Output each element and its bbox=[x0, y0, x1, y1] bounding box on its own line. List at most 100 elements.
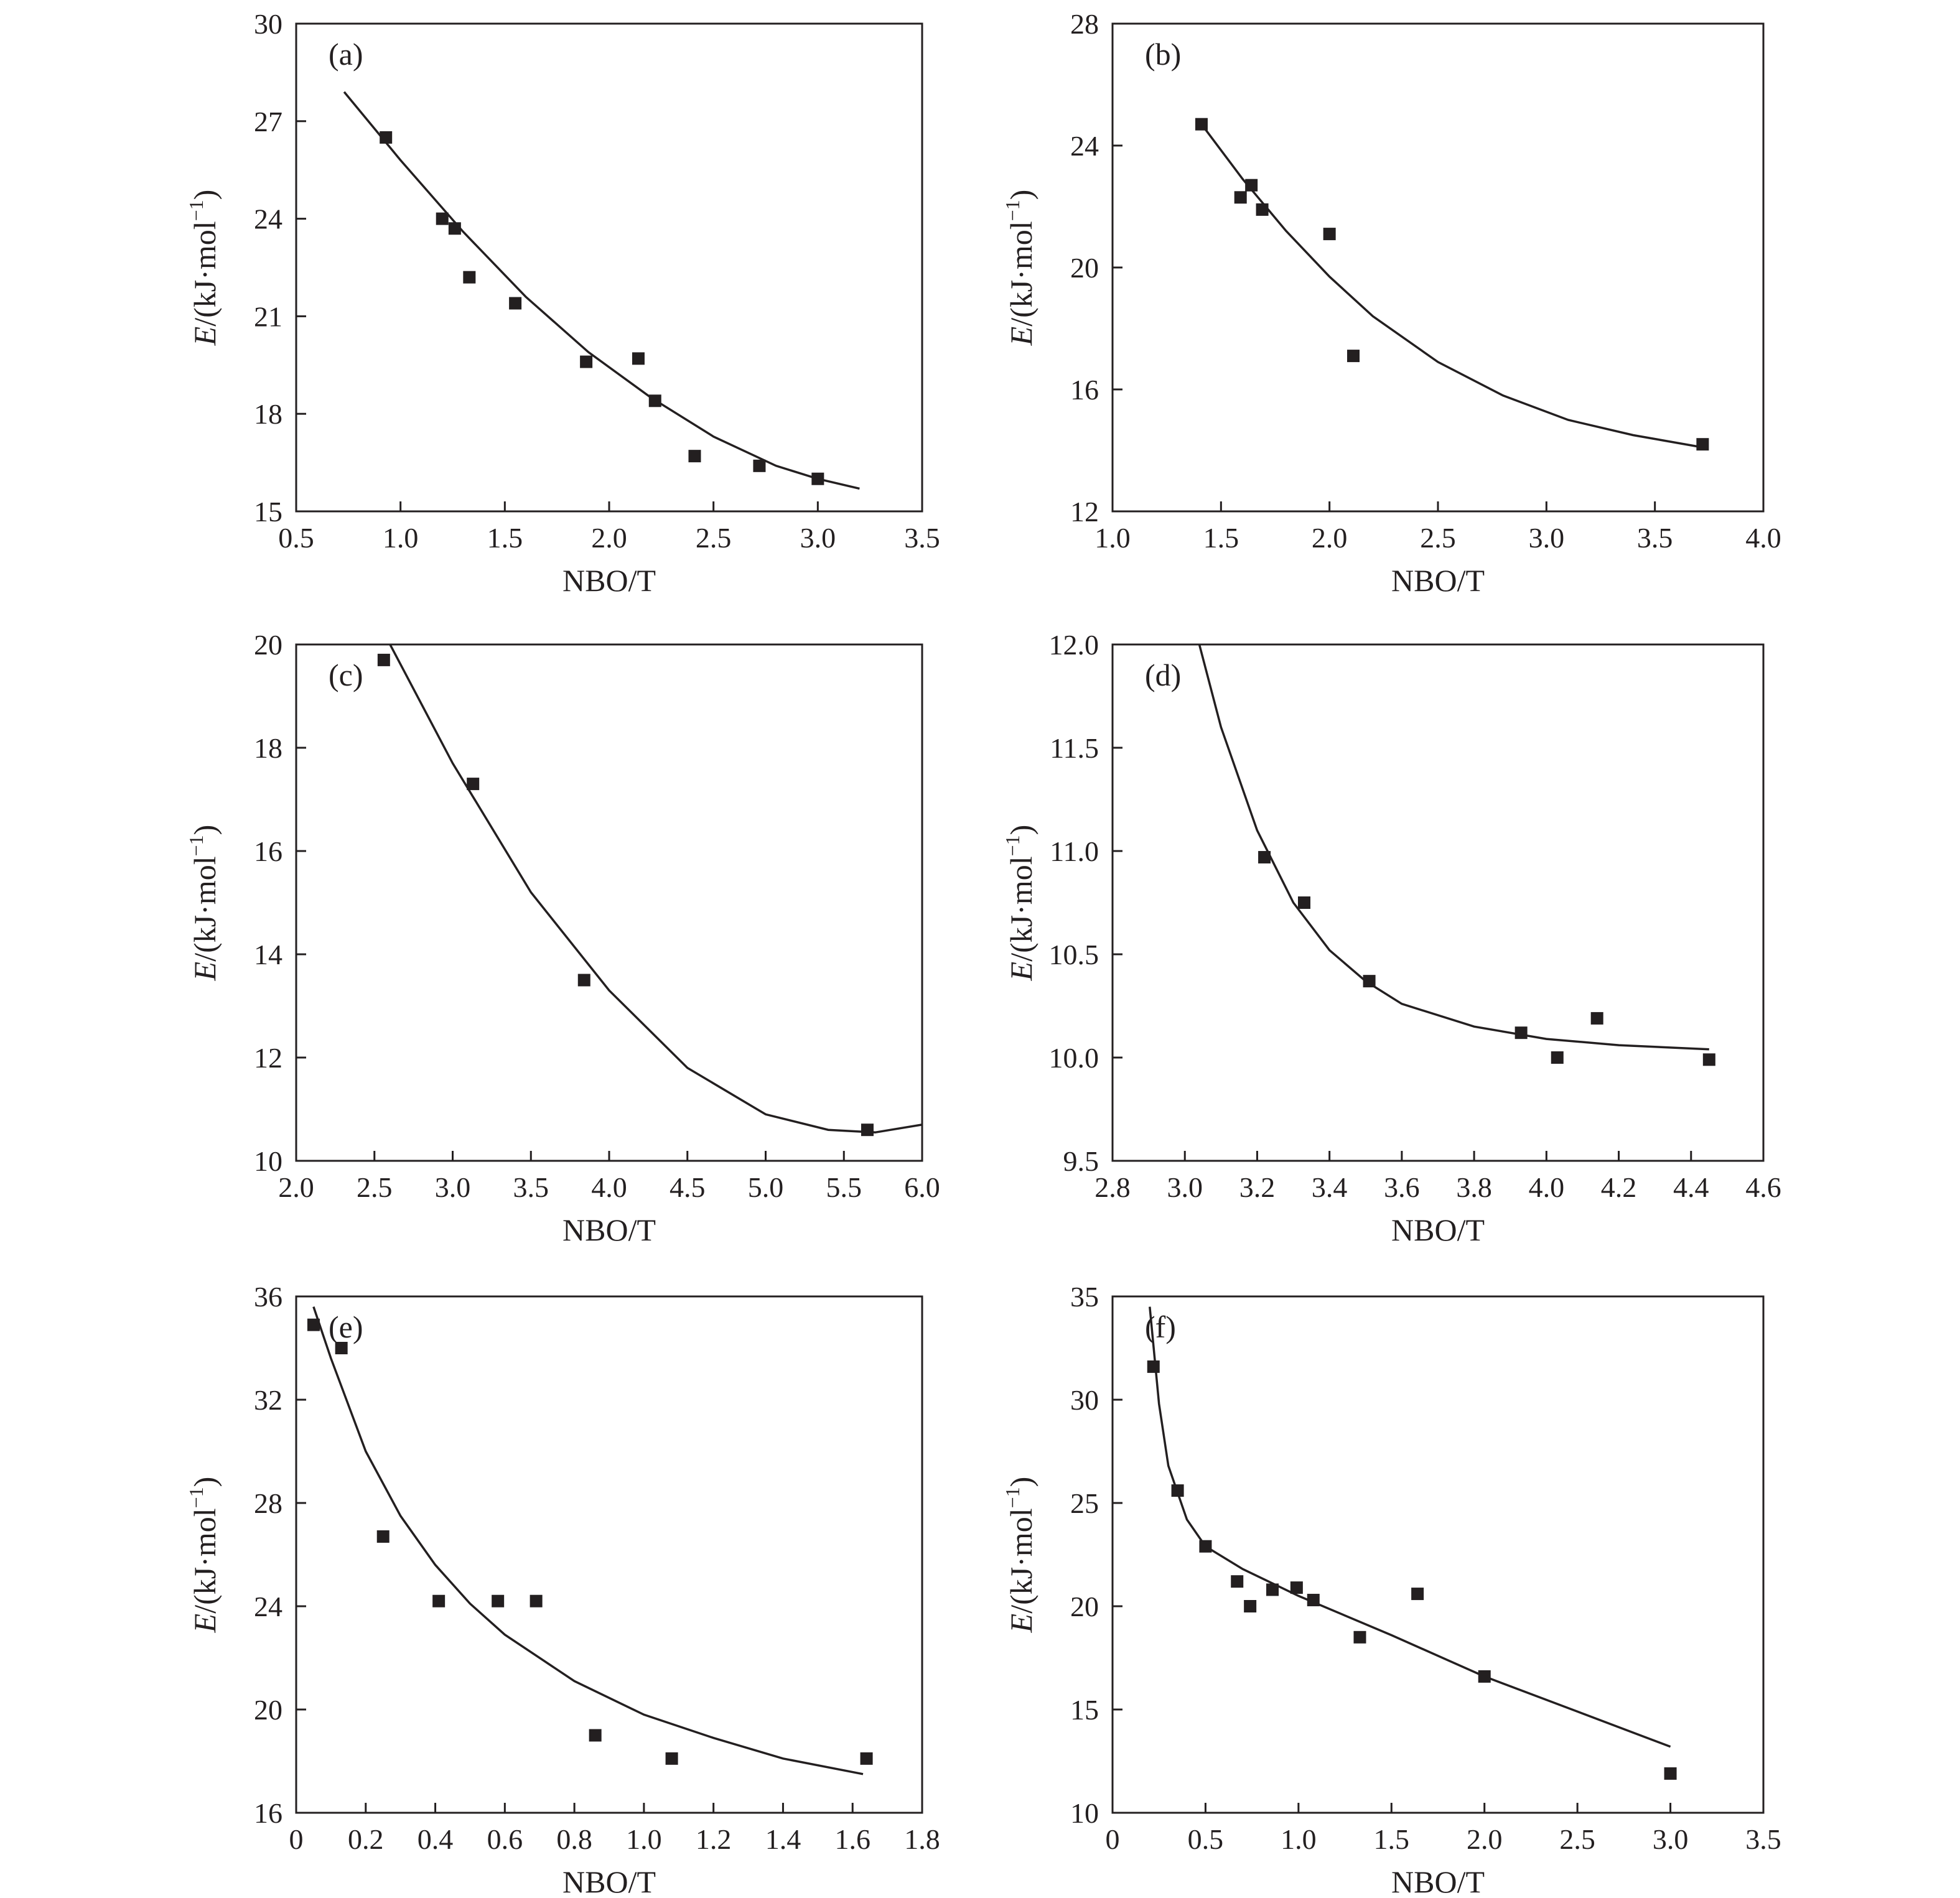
panel-f-x-tick-label: 3.5 bbox=[1745, 1823, 1781, 1855]
panel-b-y-tick-label: 20 bbox=[1070, 252, 1099, 284]
panel-d-x-tick-label: 3.4 bbox=[1312, 1171, 1348, 1203]
panel-f-data-point bbox=[1353, 1631, 1366, 1644]
panel-c-x-axis-title: NBO/T bbox=[562, 1212, 656, 1247]
panel-c-y-tick-label: 16 bbox=[254, 835, 282, 867]
panel-f-data-point bbox=[1171, 1484, 1184, 1497]
panel-a-y-tick-label: 18 bbox=[254, 398, 282, 430]
panel-f-data-point bbox=[1244, 1600, 1257, 1612]
panel-c-x-tick-label: 2.5 bbox=[357, 1171, 393, 1203]
panel-a-data-point bbox=[463, 271, 476, 284]
panel-f-data-point bbox=[1664, 1767, 1677, 1780]
panel-a-data-point bbox=[509, 297, 522, 310]
panel-d-x-tick-label: 3.0 bbox=[1167, 1171, 1203, 1203]
panel-f-y-tick-label: 10 bbox=[1070, 1797, 1099, 1829]
panel-f-fit-curve bbox=[1149, 1306, 1671, 1748]
panel-a-x-axis-title: NBO/T bbox=[562, 563, 656, 598]
panel-a-x-tick-label: 1.5 bbox=[487, 522, 523, 554]
y-axis-title-unit: /(kJ·mol bbox=[1004, 221, 1038, 326]
panel-e-data-point bbox=[530, 1594, 543, 1607]
panel-b-x-tick-label: 3.0 bbox=[1529, 522, 1565, 554]
panel-c-x-tick-label: 4.0 bbox=[591, 1171, 627, 1203]
panel-a-data-point bbox=[448, 222, 461, 235]
panel-e-x-axis-title: NBO/T bbox=[562, 1864, 656, 1898]
panel-a-x-tick-label: 2.0 bbox=[591, 522, 627, 554]
panel-c-data-point bbox=[377, 653, 390, 666]
panel-c-x-tick-label: 6.0 bbox=[904, 1171, 940, 1203]
panel-a-data-point bbox=[753, 459, 766, 472]
panel-a-x-tick-label: 1.0 bbox=[383, 522, 419, 554]
panel-c-y-tick-label: 10 bbox=[254, 1145, 282, 1177]
panel-b-x-tick-label: 2.5 bbox=[1420, 522, 1456, 554]
panel-b-data-point bbox=[1234, 191, 1247, 204]
panel-c-y-tick-label: 20 bbox=[254, 629, 282, 661]
panel-d-panel-label: (d) bbox=[1145, 658, 1181, 692]
panel-f-x-tick-label: 0 bbox=[1106, 1823, 1120, 1855]
panel-c-x-tick-label: 5.0 bbox=[748, 1171, 784, 1203]
y-axis-title-unit: /(kJ·mol bbox=[187, 1508, 222, 1613]
panel-b-y-tick-label: 16 bbox=[1070, 374, 1099, 406]
y-axis-title-close: ) bbox=[1004, 1477, 1038, 1487]
panel-e-panel-label: (e) bbox=[329, 1310, 363, 1344]
panel-e-data-point bbox=[376, 1530, 390, 1543]
y-axis-title-unit: /(kJ·mol bbox=[187, 221, 222, 326]
panel-e-x-tick-label: 1.0 bbox=[626, 1823, 662, 1855]
panel-e-x-tick-label: 0 bbox=[289, 1823, 304, 1855]
panel-e-x-tick-label: 1.6 bbox=[834, 1823, 870, 1855]
panel-b-x-tick-label: 2.0 bbox=[1312, 522, 1348, 554]
panel-e-y-tick-label: 20 bbox=[254, 1694, 282, 1726]
panel-d-data-point bbox=[1590, 1012, 1603, 1025]
panel-e-x-tick-label: 1.4 bbox=[765, 1823, 801, 1855]
panel-c-data-point bbox=[861, 1123, 874, 1137]
panel-b-y-tick-label: 28 bbox=[1070, 8, 1099, 40]
panel-f-y-tick-label: 30 bbox=[1070, 1384, 1099, 1416]
panel-e-fit-curve bbox=[312, 1306, 864, 1775]
panel-a-data-point bbox=[648, 394, 661, 407]
panel-d-y-axis-title: E/(kJ·mol−1) bbox=[1001, 825, 1038, 982]
panel-b-data-point bbox=[1245, 179, 1258, 192]
panel-a-data-point bbox=[632, 352, 645, 365]
y-axis-title-unit: /(kJ·mol bbox=[1004, 856, 1038, 961]
panel-e-y-tick-label: 32 bbox=[254, 1384, 282, 1416]
y-axis-title-symbol: E bbox=[1004, 327, 1038, 347]
panel-b-data-point bbox=[1347, 350, 1360, 363]
panel-f-x-tick-label: 1.0 bbox=[1281, 1823, 1317, 1855]
panel-e-x-tick-label: 0.2 bbox=[348, 1823, 384, 1855]
panel-e-y-tick-label: 28 bbox=[254, 1487, 282, 1519]
panel-e-data-point bbox=[860, 1752, 873, 1765]
panel-e-y-tick-label: 24 bbox=[254, 1591, 282, 1622]
panel-f-data-point bbox=[1307, 1594, 1320, 1607]
panel-e-data-point bbox=[335, 1342, 348, 1354]
panel-b-y-tick-label: 24 bbox=[1070, 130, 1099, 162]
panel-f-data-point bbox=[1478, 1670, 1491, 1683]
y-axis-title-exponent: −1 bbox=[1001, 835, 1024, 856]
panel-e-y-tick-label: 36 bbox=[254, 1281, 282, 1313]
panel-e-data-point bbox=[665, 1752, 678, 1765]
panel-d-x-axis-title: NBO/T bbox=[1391, 1212, 1485, 1247]
panel-e-x-tick-label: 1.2 bbox=[696, 1823, 732, 1855]
panel-a: 0.5 1.0 1.5 2.0 2.5 3.0 3.5 15 18 21 24 27 30 NBO/T E/… bbox=[185, 8, 940, 598]
panel-c-y-tick-label: 18 bbox=[254, 732, 282, 764]
panel-e-data-point bbox=[589, 1729, 602, 1742]
panel-c-y-axis-title: E/(kJ·mol−1) bbox=[185, 825, 222, 982]
panel-a-data-point bbox=[380, 131, 393, 144]
panel-b-y-tick-label: 12 bbox=[1070, 496, 1099, 528]
panel-b-data-point bbox=[1256, 203, 1269, 216]
y-axis-title-exponent: −1 bbox=[185, 835, 207, 856]
panel-e-plot-frame bbox=[295, 1295, 923, 1814]
panel-c-x-tick-label: 4.5 bbox=[670, 1171, 706, 1203]
panel-c-y-tick-label: 12 bbox=[254, 1042, 282, 1074]
panel-a-x-tick-label: 2.5 bbox=[696, 522, 732, 554]
panel-a-fit-curve bbox=[343, 91, 860, 490]
panel-c-x-tick-label: 3.5 bbox=[513, 1171, 549, 1203]
panel-f-x-tick-label: 2.5 bbox=[1559, 1823, 1595, 1855]
panel-f-data-point bbox=[1290, 1581, 1303, 1594]
panel-f-x-tick-label: 0.5 bbox=[1188, 1823, 1224, 1855]
panel-b-fit-curve bbox=[1200, 123, 1703, 449]
panel-f-data-point bbox=[1231, 1575, 1244, 1588]
y-axis-title-unit: /(kJ·mol bbox=[187, 856, 222, 961]
panel-d-x-tick-label: 3.2 bbox=[1239, 1171, 1276, 1203]
panel-d-plot-frame bbox=[1111, 643, 1765, 1162]
panel-b-x-axis-title: NBO/T bbox=[1391, 563, 1485, 598]
panel-e-data-point bbox=[492, 1594, 505, 1607]
